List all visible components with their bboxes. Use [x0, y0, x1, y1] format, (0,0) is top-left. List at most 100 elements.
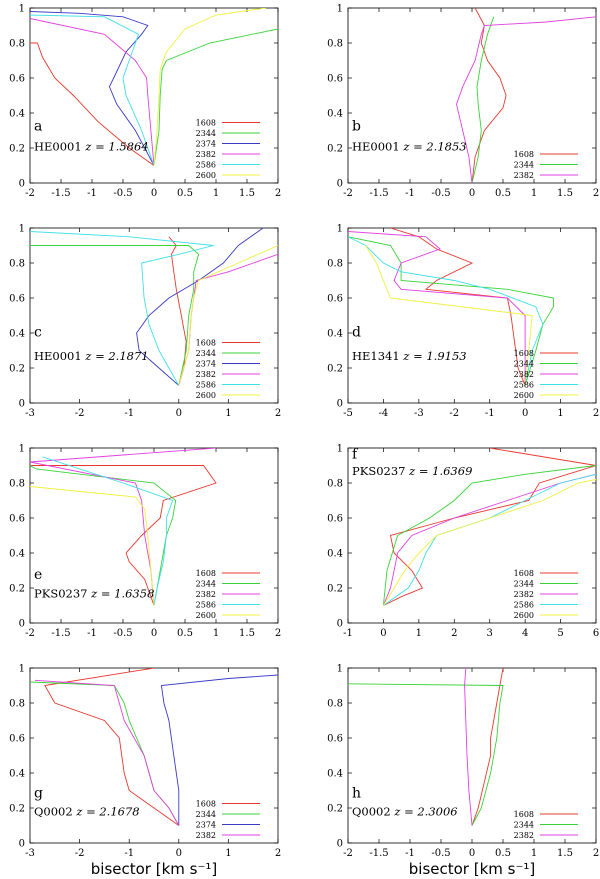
legend-label-2344: 2344	[514, 161, 534, 170]
panel-redshift: z = 1.9153	[402, 349, 466, 363]
x-tick-label: 2	[275, 188, 281, 199]
panel-label: HE0001 z = 2.1871	[34, 349, 149, 363]
y-tick-label: 1	[19, 4, 25, 15]
series-line-1608	[390, 228, 526, 386]
series-line-2586	[30, 231, 214, 386]
panel-redshift: z = 1.6358	[90, 586, 154, 600]
x-tick-label: 1	[531, 188, 537, 199]
series-line-2600	[178, 245, 278, 386]
panel-letter: h	[352, 785, 361, 801]
y-tick-label: 0.2	[9, 144, 25, 155]
y-tick-label: 0.4	[9, 769, 25, 780]
legend-label-1608: 1608	[514, 150, 534, 159]
x-tick-label: -0.5	[431, 848, 450, 859]
legend-label-2382: 2382	[514, 831, 534, 840]
panel-redshift: z = 2.1678	[75, 805, 139, 819]
legend-label-1608: 1608	[196, 800, 216, 809]
series-line-2344	[30, 245, 200, 386]
panel-label: HE1341 z = 1.9153	[352, 349, 467, 363]
legend-label-1608: 1608	[514, 569, 534, 578]
x-tick-label: -1	[485, 408, 495, 419]
x-tick-label: 4	[522, 628, 528, 639]
panel-redshift: z = 1.6369	[408, 464, 472, 478]
x-tick-label: -1.5	[51, 188, 70, 199]
x-tick-label: -1	[343, 628, 353, 639]
x-axis-title: bisector [km s⁻¹]	[91, 860, 218, 878]
x-tick-label: -1.5	[369, 188, 388, 199]
panel-letter: b	[352, 118, 361, 134]
y-tick-label: 0.4	[9, 109, 25, 120]
legend-label-2374: 2374	[196, 360, 216, 369]
y-tick-label: 0.6	[327, 74, 343, 85]
panel-redshift: z = 1.5864	[84, 139, 148, 153]
x-tick-label: 0	[469, 188, 475, 199]
legend-label-2344: 2344	[514, 580, 534, 589]
x-tick-label: 2	[593, 408, 599, 419]
series-line-2382	[34, 679, 180, 826]
panel-target: HE0001	[352, 139, 403, 153]
legend-label-2374: 2374	[196, 821, 216, 830]
x-tick-label: -1	[405, 188, 415, 199]
y-tick-label: 0.2	[9, 584, 25, 595]
series-group	[30, 668, 278, 826]
panel-letter: f	[352, 446, 359, 462]
series-line-2600	[383, 479, 596, 606]
y-tick-label: 0.2	[327, 144, 343, 155]
panel-label: PKS0237 z = 1.6358	[34, 586, 154, 600]
y-tick-label: 1	[337, 444, 343, 455]
y-tick-label: 0.2	[327, 804, 343, 815]
panel-label: Q0002 z = 2.1678	[34, 805, 140, 819]
panel-target: PKS0237	[352, 464, 409, 478]
x-tick-label: -2	[75, 408, 85, 419]
legend-label-2600: 2600	[514, 391, 534, 400]
x-tick-label: 2	[593, 848, 599, 859]
y-tick-label: 0.6	[327, 294, 343, 305]
plot-frame	[347, 7, 597, 184]
legend-label-2344: 2344	[196, 580, 216, 589]
series-line-2600	[30, 486, 155, 606]
x-tick-label: 1	[531, 848, 537, 859]
x-tick-label: 6	[593, 628, 599, 639]
x-tick-label: 2	[593, 188, 599, 199]
x-tick-label: -1.5	[51, 628, 70, 639]
x-tick-label: -0.5	[113, 188, 132, 199]
y-tick-label: 0	[19, 619, 25, 630]
x-tick-label: -2	[449, 408, 459, 419]
y-tick-label: 0	[19, 179, 25, 190]
panel-redshift: z = 2.3006	[393, 805, 457, 819]
x-tick-label: -2	[25, 628, 35, 639]
legend-label-1608: 1608	[196, 569, 216, 578]
legend-label-2382: 2382	[196, 370, 216, 379]
x-tick-label: 1.5	[557, 848, 573, 859]
x-tick-label: 0.5	[177, 188, 193, 199]
x-tick-label: 2	[275, 848, 281, 859]
panel-b: -2 -1.5 -1 -0.5 0 0.5 1 1.5 2 0 0.2 0.4 0.6 0.8 1 1608 2…	[327, 4, 599, 200]
panel-label: Q0002 z = 2.3006	[352, 805, 458, 819]
series-line-2382	[464, 668, 473, 826]
series-line-2374	[30, 11, 155, 166]
y-tick-label: 0.2	[9, 804, 25, 815]
series-line-2382	[30, 18, 155, 166]
x-tick-label: -2	[25, 188, 35, 199]
y-tick-label: 0.4	[327, 769, 343, 780]
plot-frame	[29, 7, 279, 184]
x-tick-label: 0.5	[177, 628, 193, 639]
x-tick-label: -1.5	[369, 848, 388, 859]
legend-label-2344: 2344	[196, 810, 216, 819]
x-tick-label: 1.5	[239, 628, 255, 639]
series-group	[382, 448, 596, 606]
plot-frame	[347, 227, 597, 404]
panel-target: Q0002	[34, 805, 76, 819]
panel-h: -2 -1.5 -1 -0.5 0 0.5 1 1.5 2 0 0.2 0.4 0.6 0.8 1 1608 2…	[327, 664, 599, 860]
series-line-1608	[383, 448, 596, 606]
y-tick-label: 0.6	[9, 294, 25, 305]
legend-label-2586: 2586	[196, 381, 216, 390]
series-line-2586	[30, 14, 155, 166]
panel-letter: g	[34, 785, 43, 801]
x-tick-label: -1	[87, 628, 97, 639]
series-line-2382	[456, 16, 596, 183]
y-tick-label: 0	[337, 179, 343, 190]
